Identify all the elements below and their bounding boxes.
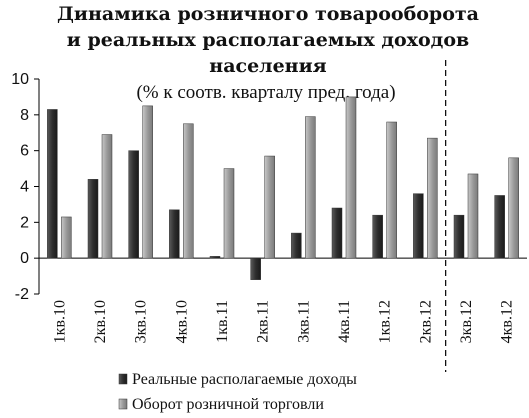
- legend-swatch: [118, 373, 128, 385]
- legend-swatch: [118, 398, 128, 410]
- x-category-label: 2кв.10: [92, 300, 109, 343]
- x-category-label: 2кв.11: [255, 300, 272, 343]
- bar-real-income: [413, 193, 424, 259]
- chart-title-line-2: и реальных располагаемых доходов: [67, 29, 469, 51]
- bar-retail-turnover: [61, 216, 72, 259]
- plot-area: -2 0 2 4 6 8 10 1кв.10 2кв.10 3кв.10 4кв.10 1кв.11 2…: [11, 60, 527, 372]
- legend: Реальные располагаемые доходы Оборот розн…: [118, 371, 357, 413]
- y-tick-label: 6: [20, 143, 29, 160]
- x-category-label: 1кв.11: [214, 300, 231, 343]
- y-tick-label: 10: [11, 71, 29, 88]
- bar-retail-turnover: [427, 137, 438, 259]
- chart-subtitle: (% к соотв. кварталу пред. года): [136, 82, 395, 103]
- bar-real-income: [250, 257, 261, 280]
- x-category-label: 2кв.12: [417, 300, 434, 343]
- bar-retail-turnover: [264, 155, 275, 259]
- y-tick-label: -2: [15, 286, 29, 303]
- bar-real-income: [209, 256, 221, 259]
- x-category-label: 1кв.12: [377, 300, 394, 343]
- x-category-label: 1кв.10: [51, 300, 68, 343]
- chart-title-line-1: Динамика розничного товарооборота: [57, 3, 479, 25]
- bar-real-income: [494, 195, 505, 259]
- bar-retail-turnover: [223, 168, 235, 259]
- bar-retail-turnover: [467, 173, 479, 259]
- legend-label: Реальные располагаемые доходы: [132, 371, 357, 388]
- bar-real-income: [169, 209, 180, 259]
- x-category-label: 4кв.11: [336, 300, 353, 343]
- y-tick-label: 4: [20, 179, 29, 196]
- x-category-label: 3кв.12: [458, 300, 475, 343]
- bar-retail-turnover: [508, 157, 519, 259]
- bar-real-income: [372, 214, 383, 259]
- bar-retail-turnover: [142, 105, 153, 259]
- x-category-label: 3кв.10: [133, 300, 150, 343]
- bar-retail-turnover: [386, 121, 397, 259]
- bar-real-income: [128, 150, 139, 259]
- y-tick-label: 8: [20, 107, 29, 124]
- bar-real-income: [87, 179, 99, 259]
- bar-real-income: [331, 207, 343, 259]
- chart-title-line-3: населения: [209, 55, 326, 77]
- x-category-label: 4кв.12: [499, 300, 516, 343]
- bar-retail-turnover: [305, 116, 316, 259]
- y-tick-label: 2: [20, 214, 29, 231]
- bar-real-income: [47, 109, 58, 259]
- bar-retail-turnover: [183, 123, 194, 259]
- legend-label: Оборот розничной торговли: [132, 396, 324, 413]
- x-category-label: 3кв.11: [295, 300, 312, 343]
- bar-real-income: [453, 214, 465, 259]
- bar-retail-turnover: [345, 96, 357, 259]
- x-category-label: 4кв.10: [173, 300, 190, 343]
- bar-retail-turnover: [101, 134, 113, 259]
- bar-real-income: [291, 232, 302, 259]
- y-tick-label: 0: [20, 250, 29, 267]
